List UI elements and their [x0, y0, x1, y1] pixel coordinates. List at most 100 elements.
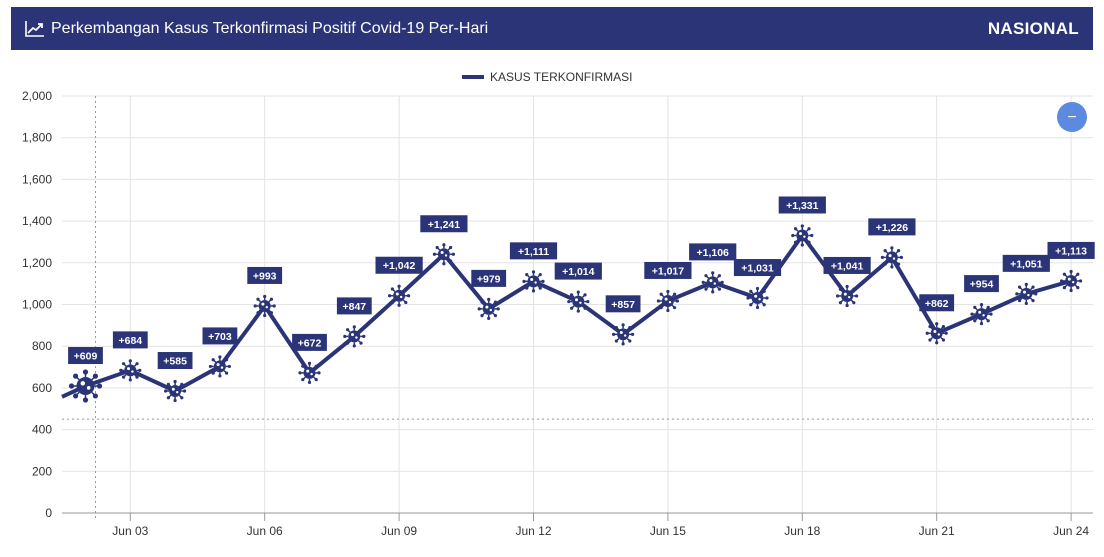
data-label: +954 [964, 275, 999, 293]
data-point[interactable] [1015, 282, 1038, 305]
data-point[interactable] [656, 289, 680, 313]
svg-text:+862: +862 [925, 298, 949, 310]
x-tick-label: Jun 12 [515, 524, 551, 538]
svg-text:+1,031: +1,031 [741, 263, 774, 275]
data-point[interactable] [970, 302, 993, 326]
svg-text:+1,042: +1,042 [383, 260, 416, 272]
y-tick-label: 1,600 [22, 172, 52, 186]
y-tick-label: 1,000 [22, 298, 52, 312]
data-label: +1,113 [1047, 241, 1095, 259]
y-tick-label: 1,800 [22, 131, 52, 145]
data-label: +609 [68, 347, 103, 365]
data-point[interactable] [208, 355, 231, 378]
chart-title: Perkembangan Kasus Terkonfirmasi Positif… [51, 20, 489, 37]
zoom-out-button[interactable]: − [1057, 102, 1087, 132]
x-tick-label: Jun 21 [919, 524, 955, 538]
series-line [61, 233, 1072, 399]
svg-text:+993: +993 [253, 270, 277, 282]
data-point[interactable] [612, 323, 635, 346]
data-label: +672 [292, 333, 327, 351]
svg-text:+1,017: +1,017 [652, 265, 685, 277]
data-point[interactable] [477, 297, 500, 320]
y-tick-label: 1,200 [22, 256, 52, 270]
svg-text:+1,111: +1,111 [518, 246, 549, 258]
data-label: +585 [157, 352, 193, 370]
data-point[interactable] [253, 294, 276, 318]
svg-text:+1,051: +1,051 [1010, 258, 1043, 270]
x-tick-label: Jun 15 [650, 524, 686, 538]
y-tick-label: 800 [32, 339, 52, 353]
svg-text:+1,014: +1,014 [562, 266, 595, 278]
data-point[interactable] [388, 284, 411, 307]
data-label: +1,106 [689, 243, 737, 261]
x-tick-label: Jun 18 [784, 524, 820, 538]
data-point[interactable] [836, 284, 859, 308]
svg-text:+847: +847 [342, 301, 366, 313]
data-point[interactable] [119, 359, 142, 382]
data-point[interactable] [925, 322, 948, 345]
data-point[interactable] [701, 271, 724, 294]
data-point[interactable] [522, 270, 545, 293]
data-label: +1,042 [375, 256, 423, 274]
data-label: +979 [471, 269, 507, 287]
y-tick-label: 0 [45, 506, 52, 520]
data-label: +862 [919, 294, 955, 312]
legend: KASUS TERKONFIRMASI [462, 70, 632, 84]
data-label: +1,041 [823, 256, 871, 274]
svg-text:+1,226: +1,226 [876, 222, 909, 234]
data-label: +847 [336, 297, 372, 315]
legend-label[interactable]: KASUS TERKONFIRMASI [490, 70, 632, 84]
svg-text:+1,106: +1,106 [696, 247, 729, 259]
data-label: +993 [247, 266, 283, 284]
data-point[interactable] [791, 224, 814, 247]
data-point[interactable] [746, 286, 769, 310]
data-point[interactable] [298, 361, 321, 384]
svg-text:+1,241: +1,241 [428, 219, 461, 231]
y-tick-label: 600 [32, 381, 52, 395]
y-tick-label: 400 [32, 423, 52, 437]
data-point[interactable] [164, 379, 187, 403]
x-tick-label: Jun 24 [1053, 524, 1089, 538]
svg-text:+1,331: +1,331 [786, 200, 819, 212]
x-tick-label: Jun 09 [381, 524, 417, 538]
data-label: +1,226 [868, 218, 916, 236]
zoom-out-button-label: − [1067, 109, 1076, 126]
svg-text:+684: +684 [118, 335, 142, 347]
svg-text:+609: +609 [74, 351, 98, 363]
data-point[interactable] [68, 369, 103, 403]
svg-text:+979: +979 [477, 273, 501, 285]
data-point[interactable] [567, 290, 590, 313]
svg-text:+1,113: +1,113 [1055, 245, 1087, 257]
data-label: +857 [605, 295, 641, 313]
series-kasus-terkonfirmasi: +609 +684 +585 +703 +993 +672 +847 +1,042 +1,241… [61, 196, 1095, 403]
data-label: +1,051 [1002, 254, 1050, 272]
y-tick-label: 200 [32, 464, 52, 478]
svg-text:+857: +857 [611, 299, 635, 311]
x-tick-label: Jun 03 [112, 524, 148, 538]
svg-text:+672: +672 [298, 337, 322, 349]
line-chart-icon [25, 21, 44, 37]
data-point[interactable] [1060, 269, 1083, 293]
data-point[interactable] [880, 246, 904, 269]
data-label: +1,014 [554, 262, 602, 280]
data-label: +703 [202, 327, 238, 345]
data-point[interactable] [432, 243, 455, 266]
data-label: +1,017 [644, 261, 692, 279]
data-label: +1,331 [778, 196, 826, 214]
axes: 0 200 400 600 800 1,000 1,200 1,400 1,600 1,800 2,… [22, 89, 1093, 538]
svg-text:+1,041: +1,041 [831, 260, 864, 272]
scope-badge[interactable]: NASIONAL [987, 19, 1079, 38]
data-label: +1,031 [733, 259, 782, 277]
data-point[interactable] [343, 325, 366, 348]
crosshair [62, 96, 1093, 521]
y-tick-label: 1,400 [22, 214, 52, 228]
svg-text:+703: +703 [208, 331, 232, 343]
chart-header: Perkembangan Kasus Terkonfirmasi Positif… [11, 7, 1093, 50]
x-tick-label: Jun 06 [247, 524, 283, 538]
y-tick-label: 2,000 [22, 89, 52, 103]
data-label: +1,111 [509, 242, 558, 260]
svg-text:+954: +954 [970, 279, 994, 291]
svg-text:+585: +585 [163, 356, 187, 368]
data-label: +684 [112, 331, 148, 349]
